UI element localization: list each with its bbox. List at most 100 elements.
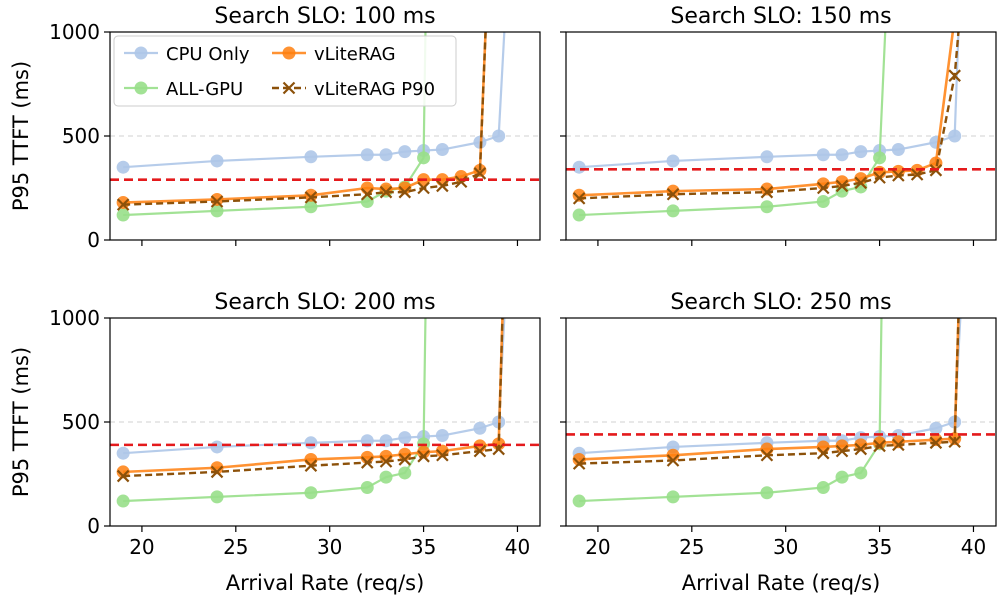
- point-vlite: [360, 181, 374, 195]
- panel-title: Search SLO: 150 ms: [670, 4, 891, 29]
- point-vlite: [417, 445, 431, 459]
- point-cpu: [398, 431, 412, 445]
- y-tick-label: 1000: [49, 20, 100, 44]
- point-cpu: [116, 446, 130, 460]
- point-vlitep90: [910, 168, 924, 181]
- point-vlitep90: [666, 454, 680, 467]
- x-tick-label: 30: [773, 535, 798, 559]
- point-cpu: [210, 154, 224, 168]
- panel-2: Search SLO: 150 ms: [560, 4, 997, 246]
- legend-marker-gpu: [134, 81, 148, 95]
- x-tick-label: 20: [129, 535, 154, 559]
- point-gpu: [760, 486, 774, 500]
- point-vlite: [816, 440, 830, 454]
- point-gpu: [210, 204, 224, 218]
- point-vlitep90: [454, 175, 468, 189]
- point-gpu: [116, 494, 130, 508]
- point-vlitep90: [835, 444, 849, 458]
- point-vlitep90: [379, 185, 393, 199]
- panel-title: Search SLO: 100 ms: [214, 4, 435, 29]
- point-vlitep90: [398, 185, 412, 199]
- legend-label: ALL-GPU: [166, 79, 243, 100]
- point-vlitep90: [892, 169, 905, 182]
- point-cpu: [835, 148, 849, 162]
- point-gpu: [304, 486, 318, 500]
- point-cpu: [398, 145, 412, 159]
- x-axis-label: Arrival Rate (req/s): [682, 571, 881, 595]
- point-cpu: [760, 150, 774, 164]
- point-vlitep90: [854, 176, 868, 190]
- point-vlitep90: [210, 465, 224, 479]
- point-vlite: [760, 442, 774, 456]
- point-cpu: [948, 129, 962, 143]
- series-line-gpu: [579, 318, 883, 503]
- point-vlitep90: [436, 179, 449, 193]
- point-gpu: [210, 490, 224, 504]
- point-vlitep90: [572, 457, 586, 470]
- point-cpu: [435, 143, 449, 157]
- point-vlitep90: [873, 171, 886, 184]
- point-cpu: [816, 148, 830, 162]
- point-cpu: [435, 429, 449, 443]
- point-gpu: [666, 490, 680, 504]
- legend-marker-cpu: [134, 46, 148, 60]
- point-cpu: [666, 154, 680, 168]
- point-vlitep90: [760, 449, 774, 462]
- point-cpu: [379, 148, 393, 162]
- point-vlitep90: [929, 436, 943, 450]
- point-vlitep90: [948, 435, 961, 449]
- point-vlitep90: [816, 446, 830, 460]
- panel-title: Search SLO: 200 ms: [214, 290, 435, 315]
- legend-marker-vlitep90: [282, 81, 296, 95]
- x-axis-label: Arrival Rate (req/s): [226, 571, 425, 595]
- point-cpu: [304, 436, 318, 450]
- legend-label: vLiteRAG P90: [314, 79, 435, 100]
- point-vlitep90: [398, 453, 412, 466]
- point-gpu: [816, 481, 830, 495]
- legend: CPU Only vLiteRAG ALL-GPU vLiteRAG P90: [113, 35, 457, 107]
- point-vlitep90: [360, 187, 374, 201]
- point-vlitep90: [417, 181, 430, 195]
- plot-area: [572, 32, 962, 222]
- point-gpu: [398, 466, 412, 480]
- x-tick-label: 20: [585, 535, 610, 559]
- point-vlitep90: [666, 187, 680, 201]
- y-tick-label: 0: [87, 228, 100, 252]
- point-cpu: [854, 145, 868, 159]
- point-vlitep90: [473, 444, 487, 458]
- point-vlitep90: [116, 198, 130, 211]
- x-tick-label: 25: [679, 535, 704, 559]
- point-vlitep90: [436, 449, 449, 462]
- point-cpu: [210, 440, 224, 454]
- legend-marker-vlite: [282, 46, 296, 60]
- legend-label: vLiteRAG: [314, 44, 396, 65]
- x-tick-label: 40: [505, 535, 530, 559]
- point-gpu: [116, 208, 130, 222]
- panel-3: 0 500 1000 20 25 30 35 40 Search SLO: 200 ms P95 …: [9, 290, 541, 595]
- point-vlite: [116, 196, 130, 210]
- y-axis-label: P95 TTFT (ms): [9, 347, 33, 497]
- y-axis-label: P95 TTFT (ms): [9, 61, 33, 211]
- plot-area: [116, 318, 506, 508]
- y-tick-label: 1000: [49, 306, 100, 330]
- point-gpu: [304, 200, 318, 214]
- point-vlitep90: [417, 450, 430, 463]
- point-gpu: [760, 200, 774, 214]
- point-vlite: [929, 156, 943, 170]
- point-vlite: [210, 192, 224, 206]
- point-vlitep90: [835, 179, 849, 193]
- legend-box: [113, 35, 457, 107]
- point-vlitep90: [854, 442, 868, 456]
- point-gpu: [360, 195, 374, 209]
- point-gpu: [360, 481, 374, 495]
- point-cpu: [492, 129, 506, 143]
- point-cpu: [572, 160, 586, 174]
- point-vlitep90: [116, 469, 130, 483]
- point-gpu: [816, 195, 830, 209]
- point-gpu: [873, 151, 887, 165]
- point-vlitep90: [892, 438, 905, 452]
- legend-label: CPU Only: [166, 44, 250, 65]
- point-vlitep90: [473, 167, 487, 180]
